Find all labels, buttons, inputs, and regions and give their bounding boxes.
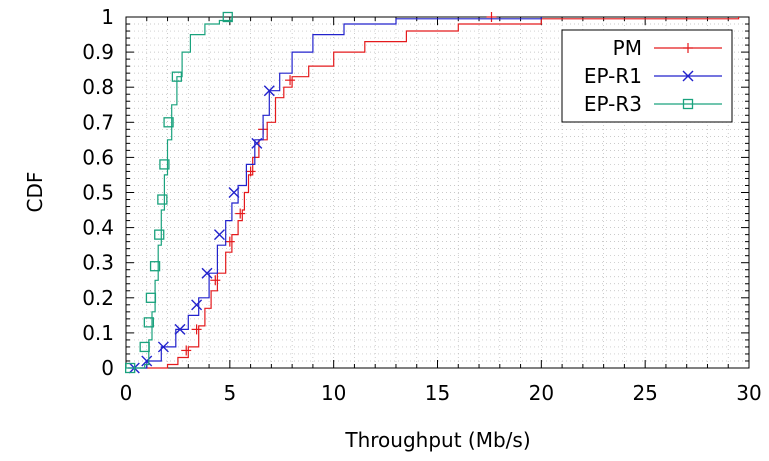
marker-diag-b bbox=[191, 299, 203, 311]
y-axis-label: CDF bbox=[23, 172, 47, 213]
series-marker bbox=[224, 236, 235, 247]
x-axis-label: Throughput (Mb/s) bbox=[344, 428, 530, 452]
series-ep-r3 bbox=[125, 11, 233, 374]
x-tick-label: 30 bbox=[736, 381, 761, 405]
legend-label: EP-R3 bbox=[584, 92, 642, 116]
marker-diag-b bbox=[228, 187, 240, 198]
series-line bbox=[126, 17, 233, 369]
series-marker bbox=[210, 275, 221, 286]
y-tick-label: 0.1 bbox=[82, 321, 114, 345]
y-tick-label: 0.7 bbox=[82, 110, 114, 134]
series-marker bbox=[181, 345, 192, 356]
legend-swatch-marker bbox=[682, 98, 694, 110]
series-marker bbox=[145, 292, 157, 303]
y-tick-label: 0.6 bbox=[82, 145, 114, 169]
series-marker bbox=[141, 355, 153, 367]
y-tick-label: 0.8 bbox=[82, 75, 114, 99]
series-marker bbox=[125, 362, 136, 374]
marker-diag-b bbox=[682, 70, 694, 82]
x-tick-label: 5 bbox=[223, 381, 236, 405]
y-tick-label: 0.3 bbox=[82, 251, 114, 275]
series-marker bbox=[174, 323, 186, 335]
series-pm bbox=[140, 12, 740, 369]
y-tick-label: 0 bbox=[101, 356, 114, 380]
series-marker bbox=[191, 324, 202, 335]
series-marker bbox=[159, 159, 170, 170]
marker-diag-b bbox=[141, 355, 153, 367]
legend: PM EP-R1 EP-R3 bbox=[561, 29, 733, 123]
marker-diag-b bbox=[157, 341, 169, 353]
x-tick-label: 15 bbox=[425, 381, 450, 405]
series-marker bbox=[201, 267, 213, 279]
y-tick-label: 0.4 bbox=[82, 216, 114, 240]
marker-diag-b bbox=[213, 229, 225, 241]
series-marker bbox=[191, 299, 203, 311]
series-marker bbox=[139, 341, 150, 353]
series-marker bbox=[285, 75, 296, 86]
series-marker bbox=[263, 85, 275, 97]
series-marker bbox=[251, 137, 263, 149]
y-tick-label: 0.9 bbox=[82, 40, 114, 64]
series-marker bbox=[149, 261, 161, 272]
series-marker bbox=[228, 187, 240, 198]
legend-swatch-marker bbox=[682, 70, 694, 82]
series-ep-r1 bbox=[128, 17, 542, 374]
series-layer bbox=[125, 11, 740, 374]
series-marker bbox=[143, 317, 154, 328]
series-marker bbox=[157, 341, 169, 353]
series-marker bbox=[235, 208, 246, 219]
series-marker bbox=[486, 12, 497, 22]
marker-diag-b bbox=[201, 267, 213, 279]
y-tick-label: 0.2 bbox=[82, 286, 114, 310]
series-marker bbox=[222, 11, 233, 23]
x-tick-label: 10 bbox=[321, 381, 346, 405]
y-tick-label: 1 bbox=[101, 5, 114, 29]
legend-label: EP-R1 bbox=[584, 64, 642, 88]
legend-label: PM bbox=[613, 36, 642, 60]
legend-swatch-marker bbox=[683, 43, 693, 53]
series-marker bbox=[245, 166, 256, 177]
x-tick-label: 20 bbox=[529, 381, 554, 405]
series-marker bbox=[163, 117, 174, 128]
series-line bbox=[140, 17, 740, 369]
x-tick-label: 25 bbox=[632, 381, 657, 405]
marker-diag-b bbox=[174, 323, 186, 335]
series-line bbox=[128, 17, 542, 369]
axes: 0 5 10 15 20 25 30 0 0.1 0.2 0.3 0.4 0.5 0.6 0.7 0.8 0.9… bbox=[82, 5, 762, 405]
marker-diag-b bbox=[251, 137, 263, 149]
series-marker bbox=[157, 194, 168, 205]
series-marker bbox=[213, 229, 225, 241]
series-marker bbox=[171, 71, 183, 82]
y-tick-label: 0.5 bbox=[82, 181, 114, 205]
x-tick-label: 0 bbox=[120, 381, 133, 405]
series-marker bbox=[154, 229, 165, 240]
marker-diag-b bbox=[263, 85, 275, 97]
